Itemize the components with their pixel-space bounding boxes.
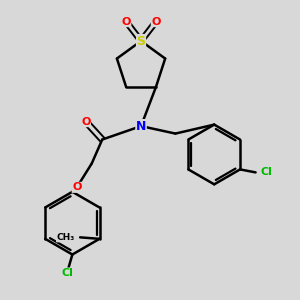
Text: O: O bbox=[72, 182, 82, 192]
Text: Cl: Cl bbox=[62, 268, 74, 278]
Text: O: O bbox=[151, 16, 161, 27]
Text: O: O bbox=[81, 117, 91, 127]
Text: N: N bbox=[136, 120, 146, 133]
Text: CH₃: CH₃ bbox=[56, 233, 75, 242]
Text: Cl: Cl bbox=[261, 167, 273, 177]
Text: O: O bbox=[122, 16, 131, 27]
Text: S: S bbox=[136, 34, 146, 47]
